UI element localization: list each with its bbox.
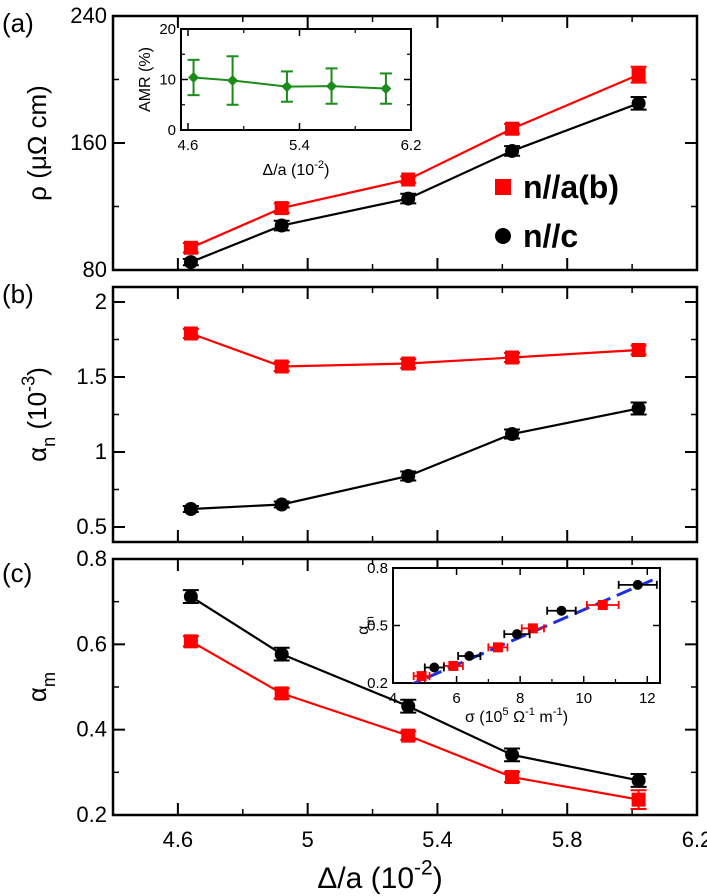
panel-a-series-nab-point: [505, 121, 520, 136]
inset-c-series-nab-point: [597, 599, 608, 610]
panel-b-ytick-label: 0.5: [76, 514, 107, 539]
panel-c-series-nab-point: [401, 728, 416, 743]
inset-c-xtick-label: 4: [389, 690, 397, 707]
panel-c-ytick-label: 0.2: [76, 802, 107, 827]
inset-a-xtick-label: 5.4: [289, 137, 310, 154]
legend-marker-nab: [495, 179, 511, 195]
panel-b-series-nab-point: [401, 356, 416, 371]
panel-c-ytick-label: 0.4: [76, 717, 107, 742]
panel-b-series-nc-point: [183, 502, 198, 516]
inset-c-series-nc-point: [632, 579, 643, 590]
inset-c-xtick-label: 8: [516, 690, 524, 707]
panel-a-series-nab-point: [183, 240, 198, 255]
panel-a-series-nc-point: [631, 96, 646, 111]
panel-c-series-nc-point: [631, 773, 646, 788]
panel-a-series-nab-point: [401, 172, 416, 187]
inset-c-series-nab-point: [416, 671, 427, 682]
inset-a-xlabel: Δ/a (10-2): [263, 159, 330, 179]
panel-b-ytick-label: 1.5: [76, 364, 107, 389]
panel-c-xlabel: Δ/a (10-2): [317, 857, 442, 896]
panel-a-ylabel: ρ (μΩ cm): [22, 85, 52, 201]
inset-c-ytick-label: 0.8: [367, 560, 388, 577]
panel-a-series-nc-point: [505, 143, 520, 158]
panel-a-ytick-label: 240: [70, 3, 107, 28]
inset-a-xtick-label: 4.6: [178, 137, 199, 154]
panel-b-series-nc-point: [631, 401, 646, 416]
panel-b-label: (b): [2, 279, 34, 309]
inset-a-ylabel: AMR (%): [137, 47, 154, 112]
panel-c-label: (c): [2, 558, 32, 588]
inset-c-series-nab-point: [492, 642, 503, 653]
legend-label-nc: n//c: [523, 218, 578, 254]
inset-c-ytick-label: 0.5: [367, 618, 388, 635]
panel-b-ylabel: αn (10-3): [18, 367, 59, 462]
inset-a-xtick-label: 6.2: [401, 137, 422, 154]
inset-c-series-nc-point: [556, 605, 567, 616]
panel-b-ytick-label: 1: [95, 439, 107, 464]
panel-a-series-nc-point: [183, 255, 198, 270]
panel-c-series-nab-point: [183, 634, 198, 649]
panel-a-ytick-label: 160: [70, 130, 107, 155]
panel-c-series-nc-point: [505, 747, 520, 762]
inset-c-series-nc-point: [464, 650, 475, 661]
inset-a-ytick-label: 0: [168, 122, 176, 139]
panel-c-series-nc-point: [274, 647, 289, 662]
panel-c-xtick-label: 4.6: [163, 827, 194, 852]
panel-a-series-nc-point: [401, 191, 416, 206]
legend-marker-nc: [495, 228, 511, 244]
panel-b-series-nab-point: [183, 326, 198, 341]
panel-b-series-nc-point: [505, 427, 520, 441]
panel-b-ytick-label: 2: [95, 289, 107, 314]
legend-label-nab: n//a(b): [523, 169, 619, 205]
panel-a-series-nc-point: [274, 218, 289, 233]
panel-c-ylabel: αm: [22, 672, 59, 702]
panel-c-series-nc-point: [183, 589, 198, 604]
panel-c-xtick-label: 5.8: [552, 827, 583, 852]
inset-c-xlabel: σ (105 Ω-1 m-1): [465, 706, 568, 726]
inset-a-series-amr-point: [380, 83, 392, 95]
panel-b-series-nc-point: [401, 469, 416, 483]
panel-b-series-nc-line: [190, 407, 639, 511]
panel-b-series-nab-point: [274, 359, 289, 374]
panel-a-series-nab-point: [274, 201, 289, 216]
inset-c-series-nab-point: [448, 660, 459, 671]
inset-c-xtick-label: 12: [639, 690, 656, 707]
inset-c-ylabel: αm: [355, 616, 377, 635]
panel-b-series-nab-point: [631, 343, 646, 357]
inset-a-series-amr-point: [188, 71, 200, 83]
inset-c-ytick-label: 0.2: [367, 675, 388, 692]
inset-a-series-amr-point: [281, 81, 293, 93]
inset-c-xtick-label: 10: [575, 690, 592, 707]
panel-c-xtick-label: 6.2: [682, 827, 707, 852]
panel-a-ytick-label: 80: [83, 257, 107, 282]
inset-c-xtick-label: 6: [452, 690, 460, 707]
inset-c-series-nc-point: [429, 662, 440, 673]
inset-c-series-nc-point: [511, 629, 522, 640]
panel-c-series-nc-point: [401, 699, 416, 714]
panel-a-label: (a): [2, 8, 34, 38]
panel-c-series-nab-point: [505, 770, 520, 785]
panel-c-ytick-label: 0.8: [76, 546, 107, 571]
panel-b-series-nc-point: [274, 497, 289, 512]
inset-a-ytick-label: 10: [159, 72, 176, 89]
inset-a-ytick-label: 20: [159, 21, 176, 38]
inset-a-series-amr-point: [227, 75, 239, 87]
inset-a-series-amr-point: [326, 80, 338, 92]
panel-c-xtick-label: 5.4: [422, 827, 453, 852]
panel-c-xtick-label: 5: [302, 827, 314, 852]
panel-c-ytick-label: 0.6: [76, 631, 107, 656]
panel-b-series-nab-point: [505, 350, 520, 365]
panel-c-series-nab-point: [274, 686, 289, 701]
panel-a-series-nab-point: [631, 67, 646, 82]
panel-c-series-nab-point: [631, 792, 646, 807]
inset-c-series-nab-point: [527, 623, 538, 634]
